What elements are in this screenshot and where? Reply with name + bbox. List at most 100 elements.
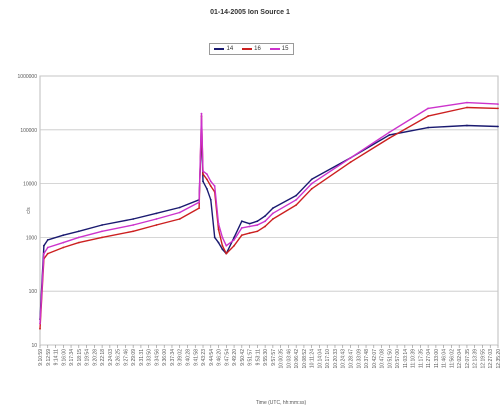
x-tick-label: 9:39:02 <box>178 349 184 366</box>
y-axis-label: c/s <box>26 207 32 214</box>
data-point <box>205 187 208 190</box>
legend-label: 14 <box>226 46 234 52</box>
x-tick-label: 9:31:31 <box>139 349 145 366</box>
data-point <box>213 185 216 187</box>
x-tick-label: 10:33:09 <box>356 349 362 369</box>
x-tick-label: 11:10:39 <box>411 349 417 368</box>
x-tick-label: 9:36:00 <box>162 349 168 366</box>
legend: 14 16 15 <box>209 43 294 55</box>
x-tick-label: 10:11:24 <box>310 349 316 368</box>
x-tick-label: 11:17:35 <box>418 349 424 368</box>
legend-swatch <box>242 48 253 50</box>
data-point <box>388 134 391 136</box>
x-tick-label: 11:27:04 <box>426 349 432 368</box>
x-tick-label: 10:20:33 <box>333 349 339 369</box>
x-tick-label: 9:51:57 <box>248 349 254 366</box>
data-point <box>295 204 298 206</box>
data-point <box>427 107 430 110</box>
data-point <box>155 212 158 215</box>
data-point <box>178 206 181 209</box>
data-point <box>310 182 313 185</box>
x-tick-label: 12:07:35 <box>465 349 471 369</box>
data-point <box>46 246 49 249</box>
data-point <box>497 107 499 110</box>
x-tick-label: 9:16:00 <box>61 349 67 366</box>
data-point <box>202 173 204 176</box>
x-tick-label: 11:03:14 <box>403 349 409 368</box>
x-tick-label: 9:12:59 <box>46 349 52 366</box>
data-point <box>264 215 267 217</box>
legend-item: 16 <box>242 46 261 52</box>
data-point <box>233 236 235 239</box>
data-point <box>271 212 274 215</box>
x-tick-label: 9:34:56 <box>154 349 160 366</box>
x-tick-label: 12:02:04 <box>457 349 463 369</box>
x-tick-label: 9:18:15 <box>77 349 83 366</box>
data-point <box>349 157 352 159</box>
data-point <box>46 238 49 241</box>
x-tick-label: 10:51:50 <box>387 349 393 369</box>
data-point <box>349 161 352 164</box>
data-point <box>388 137 391 140</box>
x-tick-label: 10:17:10 <box>325 349 331 369</box>
data-point <box>221 248 224 251</box>
series-line <box>39 101 499 324</box>
data-point <box>77 241 80 244</box>
y-tick-label: 1000 <box>26 235 37 241</box>
data-point <box>240 234 243 237</box>
data-point <box>497 103 499 106</box>
data-point <box>264 220 267 223</box>
legend-label: 16 <box>254 46 261 52</box>
data-point <box>132 224 135 226</box>
data-point <box>466 101 468 104</box>
data-point <box>178 218 181 220</box>
data-point <box>209 185 212 187</box>
legend-swatch <box>214 48 225 50</box>
data-point <box>240 227 243 229</box>
data-point <box>178 211 181 214</box>
data-point <box>233 238 235 241</box>
data-point <box>77 230 80 233</box>
x-tick-label: 10:47:08 <box>380 349 386 369</box>
data-point <box>39 327 41 330</box>
data-point <box>209 198 212 201</box>
data-point <box>497 125 499 128</box>
x-tick-label: 9:43:23 <box>201 349 207 366</box>
data-point <box>248 225 251 228</box>
data-point <box>248 232 251 235</box>
data-point <box>217 241 220 244</box>
data-point <box>225 244 228 247</box>
x-tick-label: 9:10:59 <box>38 349 44 366</box>
data-point <box>77 236 80 239</box>
x-tick-label: 12:35:20 <box>496 349 500 369</box>
data-point <box>155 218 158 220</box>
chart-title: 01-14-2005 Ion Source 1 <box>210 9 290 16</box>
x-tick-label: 9:20:28 <box>92 349 98 366</box>
series-15 <box>39 101 499 325</box>
data-point <box>240 220 243 223</box>
x-tick-label: 9:14:11 <box>54 349 60 366</box>
x-tick-label: 9:37:34 <box>170 349 176 366</box>
x-tick-label: 9:50:42 <box>240 349 246 366</box>
x-tick-label: 9:44:54 <box>209 349 215 366</box>
data-point <box>205 173 208 176</box>
data-point <box>202 170 204 173</box>
data-point <box>198 201 201 204</box>
data-point <box>427 115 430 117</box>
data-point <box>427 126 430 129</box>
x-tick-label: 10:37:48 <box>364 349 370 369</box>
x-tick-label: 10:28:47 <box>349 349 355 369</box>
data-point <box>213 236 216 239</box>
data-point <box>62 246 65 249</box>
data-point <box>202 180 204 183</box>
x-tick-label: 10:14:04 <box>317 349 323 369</box>
data-point <box>200 112 203 115</box>
data-point <box>295 194 298 197</box>
x-tick-label: 12:13:39 <box>473 349 479 369</box>
data-point <box>271 207 274 210</box>
data-point <box>155 224 158 226</box>
data-point <box>101 236 104 239</box>
x-tick-label: 10:57:00 <box>395 349 401 369</box>
legend-item: 14 <box>214 46 233 52</box>
x-tick-label: 9:55:30 <box>263 349 269 366</box>
